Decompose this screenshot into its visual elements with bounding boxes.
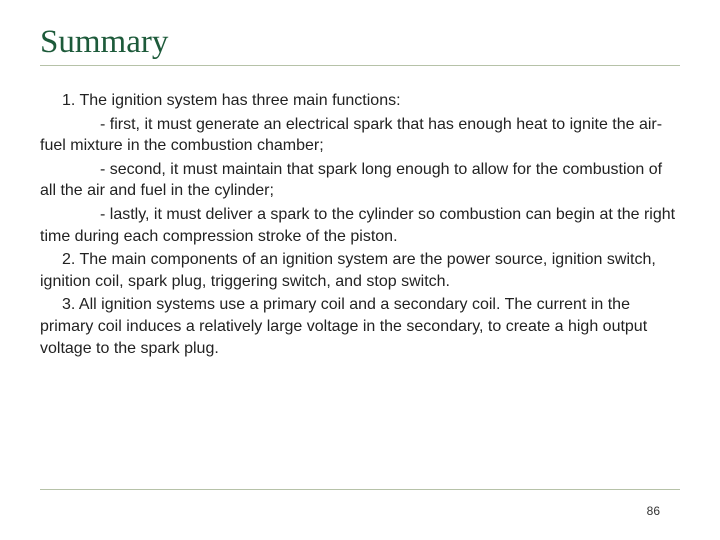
- slide-body: 1. The ignition system has three main fu…: [40, 90, 680, 359]
- footer-divider: [40, 489, 680, 490]
- point-3: 3. All ignition systems use a primary co…: [40, 294, 680, 359]
- slide-title: Summary: [40, 24, 680, 61]
- slide-container: Summary 1. The ignition system has three…: [0, 0, 720, 540]
- point-1: 1. The ignition system has three main fu…: [40, 90, 680, 112]
- page-number: 86: [647, 504, 660, 518]
- point-1b: - second, it must maintain that spark lo…: [40, 159, 680, 202]
- point-2: 2. The main components of an ignition sy…: [40, 249, 680, 292]
- point-1c: - lastly, it must deliver a spark to the…: [40, 204, 680, 247]
- point-1a: - first, it must generate an electrical …: [40, 114, 680, 157]
- title-underline: [40, 65, 680, 66]
